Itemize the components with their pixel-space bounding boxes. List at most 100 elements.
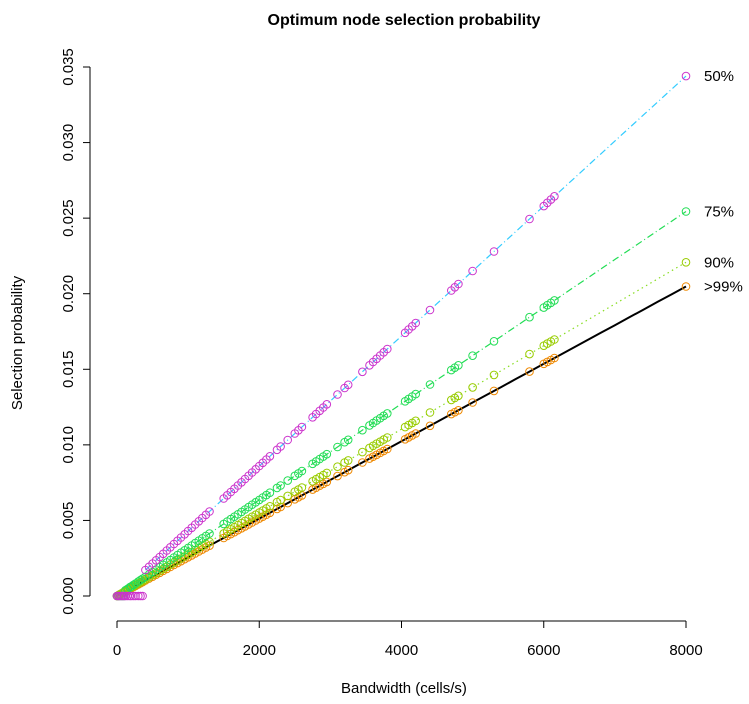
data-point [276, 442, 285, 451]
data-point [454, 406, 463, 415]
data-point [681, 207, 691, 216]
chart-title: Optimum node selection probability [268, 12, 541, 29]
data-point [134, 591, 143, 601]
data-point [265, 502, 275, 511]
data-point [411, 389, 421, 399]
data-point [343, 456, 353, 465]
data-point [454, 391, 463, 401]
data-point [425, 305, 435, 315]
data-point [411, 429, 421, 438]
data-point [489, 247, 499, 256]
data-point [468, 266, 477, 276]
data-point [525, 214, 534, 224]
data-point [468, 351, 477, 361]
y-tick-label: 0.005 [60, 502, 77, 540]
data-point [489, 386, 499, 396]
data-point [681, 282, 691, 291]
series-lines-group [116, 75, 687, 597]
data-point [138, 574, 147, 584]
y-tick-label: 0.030 [60, 124, 77, 162]
data-point [358, 458, 367, 467]
data-point [283, 491, 293, 501]
data-point [383, 444, 392, 454]
series-end-label: 50% [704, 68, 734, 85]
data-point [138, 591, 147, 601]
data-point [333, 462, 342, 472]
data-point [681, 71, 691, 81]
data-point [333, 390, 342, 399]
data-point [265, 452, 275, 461]
data-point [205, 529, 214, 538]
data-point [322, 468, 332, 478]
data-point [550, 192, 559, 201]
y-tick-label: 0.010 [60, 426, 77, 464]
data-point [425, 421, 435, 431]
data-point [425, 380, 435, 389]
y-tick-label: 0.035 [60, 48, 77, 86]
series-line [144, 75, 687, 571]
data-point [454, 279, 463, 289]
data-point [454, 361, 463, 370]
data-point [681, 258, 691, 267]
data-point [358, 425, 367, 435]
data-point [297, 483, 307, 492]
data-point [343, 435, 353, 445]
data-point [358, 367, 367, 377]
data-point [297, 422, 307, 432]
series-end-label: 90% [704, 254, 734, 271]
axes-group: 0 2000 4000 6000 8000 0.000 0.005 0.010 0.015 0.0… [60, 48, 703, 659]
y-axis-label: Selection probability [9, 275, 26, 410]
x-axis-label: Bandwidth (cells/s) [341, 680, 467, 697]
data-point [333, 442, 342, 452]
data-point [276, 495, 285, 505]
data-point [489, 337, 499, 346]
series-line [125, 211, 687, 591]
data-point [322, 477, 332, 487]
data-point [283, 476, 293, 485]
data-point [134, 577, 143, 586]
data-point [383, 433, 392, 442]
x-tick-label: 4000 [385, 642, 418, 659]
data-point [525, 349, 534, 359]
data-point [525, 367, 534, 376]
data-point [550, 353, 559, 363]
data-point [283, 435, 293, 445]
data-point [343, 380, 353, 390]
data-point [425, 408, 435, 417]
data-point [550, 335, 559, 344]
x-tick-label: 2000 [243, 642, 276, 659]
x-tick-label: 8000 [669, 642, 702, 659]
x-tick-label: 6000 [527, 642, 560, 659]
data-point [411, 416, 421, 426]
y-tick-label: 0.020 [60, 275, 77, 313]
series-end-label: 75% [704, 203, 734, 220]
series-end-label: >99% [704, 278, 743, 295]
data-point [333, 471, 342, 481]
data-point [322, 400, 332, 409]
data-point [126, 582, 136, 591]
data-point [205, 507, 214, 516]
data-point [411, 318, 421, 328]
data-point [322, 449, 332, 459]
data-point [550, 296, 559, 305]
data-point [358, 447, 367, 457]
data-point [383, 409, 392, 418]
y-tick-label: 0.015 [60, 351, 77, 389]
data-point [468, 398, 477, 407]
x-tick-label: 0 [113, 642, 121, 659]
data-point [383, 344, 392, 354]
data-point [489, 370, 499, 380]
data-point [136, 591, 145, 601]
data-point [297, 466, 307, 476]
data-point [265, 488, 275, 498]
data-point [276, 481, 285, 490]
y-tick-label: 0.025 [60, 199, 77, 237]
data-point [343, 465, 353, 475]
data-point [468, 383, 477, 392]
series-labels-group: 50% 75% 90% >99% [704, 68, 743, 295]
y-tick-label: 0.000 [60, 577, 77, 615]
series-points-group [112, 71, 691, 601]
data-point [525, 312, 534, 322]
